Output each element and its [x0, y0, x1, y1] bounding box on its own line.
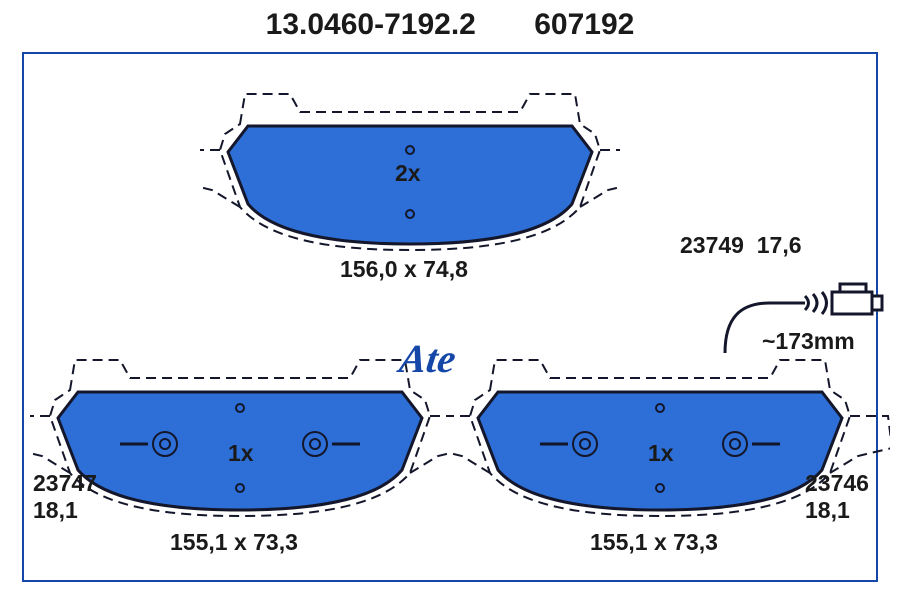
right-pad-ref: 23746 — [805, 470, 869, 497]
left-pad-thickness: 18,1 — [33, 497, 78, 524]
short-code: 607192 — [534, 8, 634, 41]
wire-length: ~173mm — [762, 328, 855, 355]
left-pad-dims: 155,1 x 73,3 — [170, 529, 298, 556]
part-number: 13.0460-7192.2 — [266, 8, 476, 41]
right-pad-qty: 1x — [648, 440, 674, 467]
top-pad-dims: 156,0 x 74,8 — [340, 256, 468, 283]
left-pad-qty: 1x — [228, 440, 254, 467]
brand-logo: Ate — [397, 335, 459, 382]
header-bar: 13.0460-7192.2 607192 — [0, 0, 900, 52]
top-pad-ref: 23749 — [680, 232, 744, 258]
left-pad-ref: 23747 — [33, 470, 97, 497]
brake-pad-left — [30, 338, 450, 538]
top-pad-thickness: 17,6 — [757, 232, 802, 258]
right-pad-dims: 155,1 x 73,3 — [590, 529, 718, 556]
top-pad-qty: 2x — [395, 160, 421, 187]
right-pad-thickness: 18,1 — [805, 497, 850, 524]
